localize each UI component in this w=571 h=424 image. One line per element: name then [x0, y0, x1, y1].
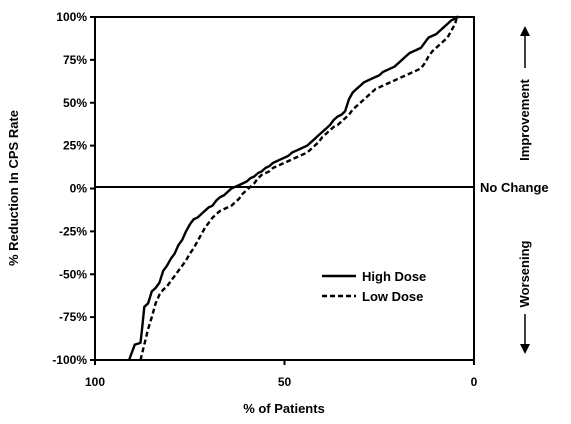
- y-tick-label: 50%: [63, 96, 87, 110]
- x-axis: 100 50 0: [85, 360, 478, 389]
- worsening-label: Worsening: [517, 240, 532, 307]
- y-axis: 100% 75% 50% 25% 0% -25% -50% -75% -100%: [52, 10, 95, 367]
- y-tick-label: -50%: [59, 267, 87, 281]
- y-tick-label: -100%: [52, 353, 87, 367]
- no-change-label: No Change: [480, 180, 549, 195]
- x-axis-title: % of Patients: [243, 401, 325, 416]
- improvement-annotation: Improvement: [517, 26, 532, 161]
- x-tick-label: 100: [85, 375, 105, 389]
- plot-area: [94, 16, 475, 361]
- y-tick-label: 100%: [56, 10, 87, 24]
- x-tick-label: 0: [471, 375, 478, 389]
- legend-label-low-dose: Low Dose: [362, 289, 423, 304]
- y-tick-label: -25%: [59, 224, 87, 238]
- y-tick-label: -75%: [59, 310, 87, 324]
- y-axis-title: % Reduction In CPS Rate: [6, 110, 21, 266]
- legend: High Dose Low Dose: [322, 269, 426, 304]
- arrow-up-icon: [520, 26, 530, 36]
- series-line-high-dose: [127, 15, 459, 361]
- y-tick-label: 25%: [63, 139, 87, 153]
- improvement-label: Improvement: [517, 79, 532, 161]
- plot-frame: [94, 16, 475, 361]
- x-tick-label: 50: [278, 375, 292, 389]
- y-tick-label: 0%: [70, 182, 88, 196]
- y-tick-label: 75%: [63, 53, 87, 67]
- legend-label-high-dose: High Dose: [362, 269, 426, 284]
- series-layer: [127, 15, 459, 361]
- series-line-low-dose: [139, 16, 459, 361]
- worsening-annotation: Worsening: [517, 240, 532, 354]
- arrow-down-icon: [520, 344, 530, 354]
